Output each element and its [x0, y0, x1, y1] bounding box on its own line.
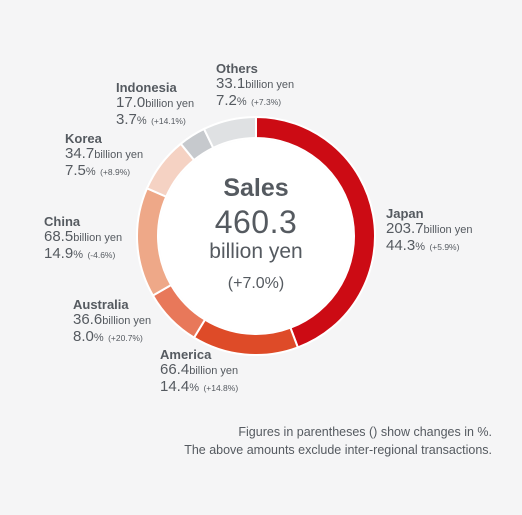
label-japan-name: Japan: [386, 206, 424, 221]
label-indonesia-value: 17.0: [116, 94, 146, 111]
label-china-name: China: [44, 214, 81, 229]
label-korea-unit: billion yen: [94, 149, 144, 161]
label-others-percent: 7.2: [216, 92, 237, 109]
label-australia-pct-sign: %: [93, 332, 104, 344]
label-china-unit: billion yen: [73, 232, 123, 244]
label-america-change: (+14.8%): [203, 383, 239, 393]
label-others-value: 33.1: [216, 75, 246, 92]
label-indonesia-change: (+14.1%): [151, 116, 186, 126]
center-total-value: 460.3: [214, 204, 298, 240]
label-china-value: 68.5: [44, 228, 74, 245]
label-australia-unit: billion yen: [102, 315, 152, 327]
label-korea: Korea 34.7billion yen 7.5% (+8.9%): [65, 131, 143, 180]
footnote-line-1: Figures in parentheses () show changes i…: [238, 425, 492, 439]
label-korea-pct-sign: %: [85, 166, 96, 178]
label-australia-change: (+20.7%): [108, 333, 143, 343]
label-korea-change: (+8.9%): [100, 167, 131, 177]
label-america: America 66.4billion yen 14.4% (+14.8%): [160, 347, 238, 396]
label-australia: Australia 36.6billion yen 8.0% (+20.7%): [73, 297, 151, 346]
donut-ring: [136, 115, 376, 356]
label-korea-value: 34.7: [65, 145, 95, 162]
label-indonesia-percent: 3.7: [116, 111, 137, 128]
label-korea-percent: 7.5: [65, 162, 86, 179]
label-australia-name: Australia: [73, 297, 129, 312]
donut-segment-others: [202, 115, 257, 150]
label-japan-percent: 44.3: [386, 237, 416, 254]
label-china-pct-sign: %: [73, 249, 83, 261]
footnotes: Figures in parentheses () show changes i…: [184, 423, 492, 459]
label-others: Others 33.1billion yen 7.2% (+7.3%): [216, 61, 294, 110]
label-indonesia-pct-sign: %: [136, 115, 147, 127]
label-korea-name: Korea: [65, 131, 102, 146]
label-others-pct-sign: %: [236, 96, 247, 108]
label-japan-pct-sign: %: [415, 241, 425, 253]
label-china: China 68.5billion yen 14.9% (-4.6%): [44, 214, 122, 263]
label-indonesia: Indonesia 17.0billion yen 3.7% (+14.1%): [116, 80, 194, 129]
label-japan-unit: billion yen: [423, 224, 473, 236]
label-america-percent: 14.4: [160, 378, 190, 395]
label-china-percent: 14.9: [44, 245, 74, 262]
label-indonesia-unit: billion yen: [145, 98, 195, 110]
center-title: Sales: [223, 174, 289, 202]
center-total-unit: billion yen: [209, 240, 303, 263]
footnote-line-2: The above amounts exclude inter-regional…: [184, 443, 492, 457]
donut-center-disk: [159, 139, 353, 333]
label-indonesia-name: Indonesia: [116, 80, 177, 95]
label-japan-change: (+5.9%): [429, 242, 460, 252]
label-america-pct-sign: %: [189, 382, 199, 394]
label-america-unit: billion yen: [189, 365, 239, 377]
center-total-change: (+7.0%): [227, 275, 285, 292]
label-others-change: (+7.3%): [251, 97, 282, 107]
label-china-change: (-4.6%): [87, 250, 116, 260]
label-america-name: America: [160, 347, 212, 362]
label-others-unit: billion yen: [245, 79, 295, 91]
label-australia-value: 36.6: [73, 311, 103, 328]
label-japan: Japan 203.7billion yen 44.3% (+5.9%): [386, 206, 472, 255]
label-america-value: 66.4: [160, 361, 190, 378]
label-japan-value: 203.7: [386, 220, 424, 237]
label-others-name: Others: [216, 61, 258, 76]
label-australia-percent: 8.0: [73, 328, 94, 345]
